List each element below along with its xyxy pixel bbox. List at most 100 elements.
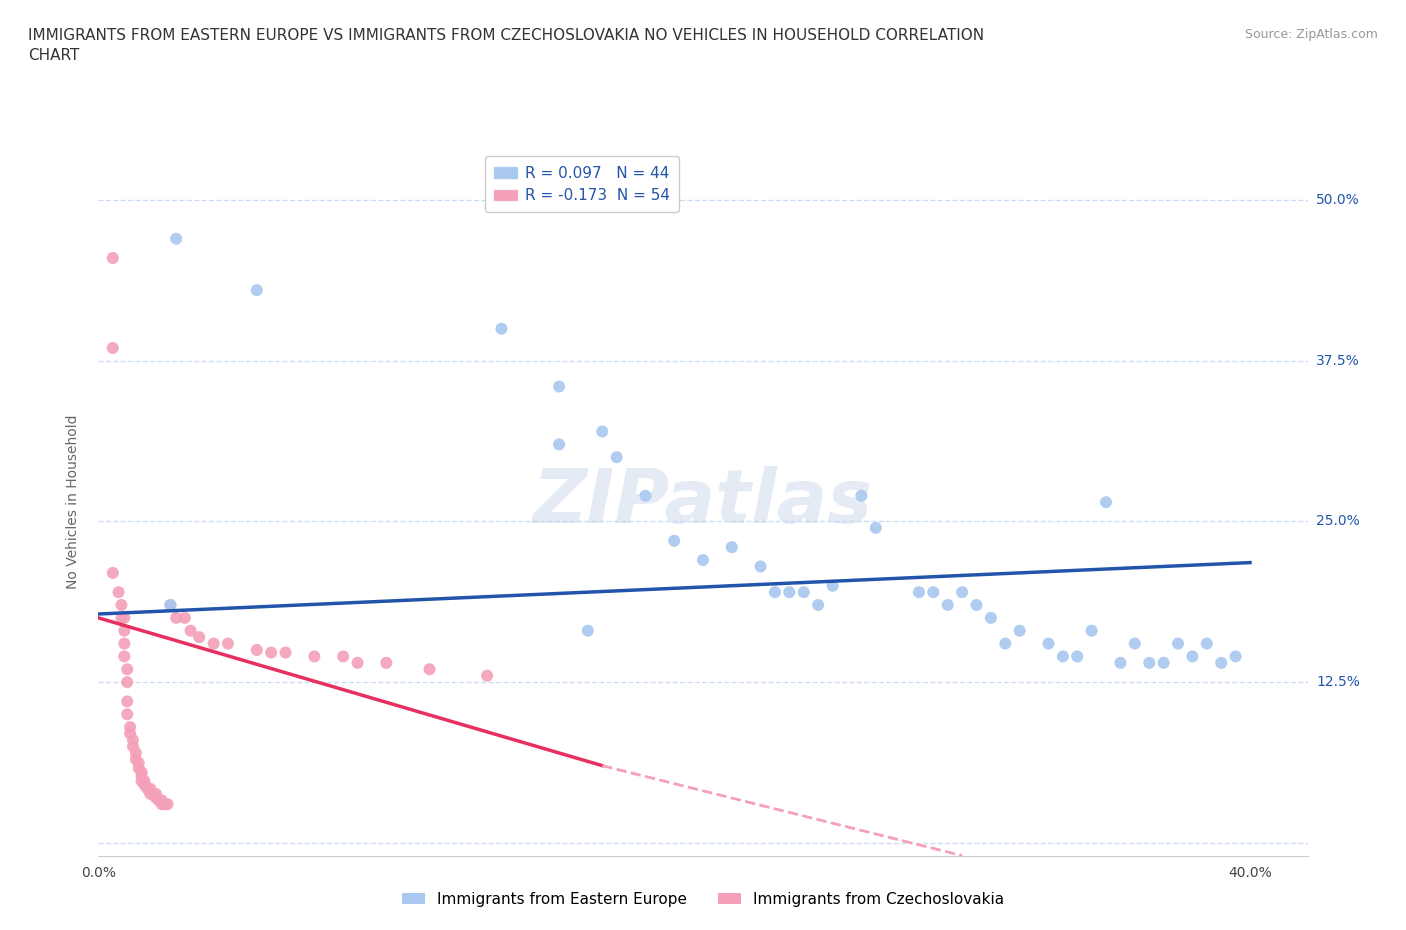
Point (115, 694, 138, 709)
Point (101, 340, 124, 355)
Point (131, 768, 153, 783)
Point (418, 662, 440, 677)
Point (634, 488, 657, 503)
Point (260, 645, 283, 660)
Point (142, 787, 165, 802)
Point (591, 424, 613, 439)
Point (131, 774, 153, 789)
Point (865, 521, 887, 536)
Point (1167, 636, 1189, 651)
Point (1181, 649, 1204, 664)
Point (128, 756, 150, 771)
Point (112, 623, 135, 638)
Point (110, 598, 132, 613)
Point (115, 674, 138, 689)
Point (692, 552, 714, 567)
Text: ZIPatlas: ZIPatlas (533, 466, 873, 538)
Point (202, 636, 225, 651)
Point (1052, 649, 1074, 664)
Point (125, 745, 148, 760)
Point (304, 649, 326, 664)
Point (1137, 656, 1160, 671)
Point (1008, 623, 1031, 638)
Point (1153, 656, 1175, 671)
Point (966, 598, 988, 613)
Point (120, 726, 142, 741)
Point (720, 539, 742, 554)
Point (134, 777, 156, 792)
Point (936, 598, 959, 613)
Point (145, 787, 167, 802)
Point (156, 797, 179, 812)
Point (128, 761, 150, 776)
Point (112, 649, 135, 664)
Point (148, 793, 170, 808)
Text: 25.0%: 25.0% (1316, 514, 1360, 528)
Point (1123, 636, 1146, 651)
Point (134, 774, 156, 789)
Point (115, 662, 138, 677)
Point (1211, 656, 1233, 671)
Point (606, 450, 628, 465)
Point (107, 585, 129, 600)
Point (136, 781, 159, 796)
Point (491, 321, 513, 336)
Point (475, 669, 498, 684)
Point (908, 585, 931, 600)
Point (1195, 636, 1218, 651)
Point (153, 797, 176, 812)
Point (159, 598, 181, 613)
Point (821, 578, 844, 593)
Point (332, 649, 354, 664)
Point (180, 623, 202, 638)
Point (217, 636, 239, 651)
Point (576, 623, 599, 638)
Point (246, 283, 269, 298)
Text: IMMIGRANTS FROM EASTERN EUROPE VS IMMIGRANTS FROM CZECHOSLOVAKIA NO VEHICLES IN : IMMIGRANTS FROM EASTERN EUROPE VS IMMIGR… (28, 28, 984, 62)
Point (807, 598, 830, 613)
Point (994, 636, 1017, 651)
Point (950, 585, 973, 600)
Point (749, 559, 772, 574)
Point (793, 585, 815, 600)
Point (122, 733, 145, 748)
Point (115, 707, 138, 722)
Point (778, 585, 800, 600)
Point (922, 585, 945, 600)
Point (150, 793, 173, 808)
Point (1095, 495, 1118, 510)
Point (165, 610, 187, 625)
Point (246, 643, 269, 658)
Point (1066, 649, 1088, 664)
Point (1225, 649, 1247, 664)
Text: 12.5%: 12.5% (1316, 675, 1360, 689)
Point (548, 437, 571, 452)
Point (1080, 623, 1102, 638)
Point (1109, 656, 1132, 671)
Point (120, 720, 142, 735)
Point (150, 797, 173, 812)
Point (1038, 636, 1060, 651)
Point (139, 787, 162, 802)
Point (188, 630, 211, 644)
Point (375, 656, 398, 671)
Point (274, 645, 297, 660)
Point (145, 790, 167, 805)
Text: 37.5%: 37.5% (1316, 353, 1360, 368)
Point (851, 488, 873, 503)
Point (112, 610, 135, 625)
Point (173, 610, 195, 625)
Point (110, 610, 132, 625)
Point (159, 598, 181, 613)
Point (165, 232, 187, 246)
Legend: R = 0.097   N = 44, R = -0.173  N = 54: R = 0.097 N = 44, R = -0.173 N = 54 (485, 156, 679, 212)
Point (125, 751, 148, 766)
Point (101, 250, 124, 265)
Point (664, 533, 686, 548)
Text: Source: ZipAtlas.com: Source: ZipAtlas.com (1244, 28, 1378, 41)
Point (980, 610, 1002, 625)
Point (112, 636, 135, 651)
Y-axis label: No Vehicles in Household: No Vehicles in Household (66, 415, 80, 590)
Legend: Immigrants from Eastern Europe, Immigrants from Czechoslovakia: Immigrants from Eastern Europe, Immigran… (396, 886, 1010, 913)
Text: 50.0%: 50.0% (1316, 193, 1360, 207)
